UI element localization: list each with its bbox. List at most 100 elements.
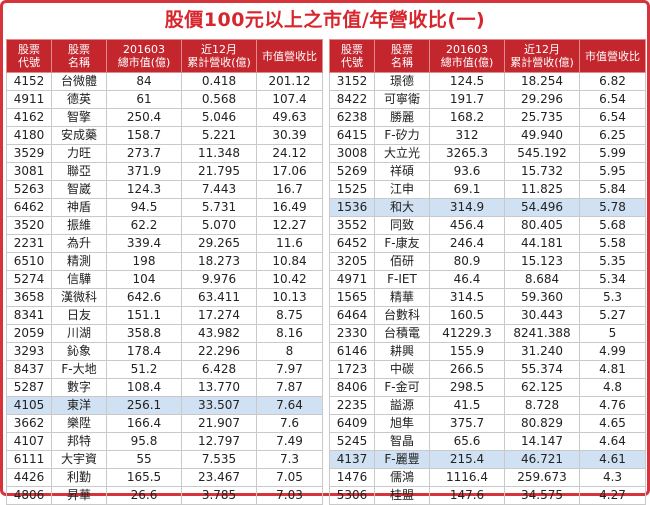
- table-row: 6452 F-康友 246.4 44.181 5.58: [329, 234, 646, 253]
- table-cell: 佰研: [374, 252, 430, 271]
- table-cell: 7.87: [256, 378, 323, 397]
- table-row: 3552 同致 456.4 80.405 5.68: [329, 216, 646, 235]
- table-cell: 642.6: [106, 288, 182, 307]
- table-cell: 6462: [6, 198, 52, 217]
- header-line: 股票: [18, 43, 40, 56]
- table-cell: 8.684: [504, 270, 580, 289]
- table-cell: 2330: [329, 324, 375, 343]
- table-cell: 5.99: [579, 144, 646, 163]
- table-cell: 4152: [6, 72, 52, 91]
- table-cell: 55: [106, 450, 182, 469]
- table-cell: 2235: [329, 396, 375, 415]
- table-cell: 德英: [51, 90, 107, 109]
- header-line: 201603: [123, 43, 165, 56]
- table-cell: 6.54: [579, 108, 646, 127]
- header-cell: 近12月 累計營收(億): [504, 39, 580, 73]
- table-row: 6415 F-矽力 312 49.940 6.25: [329, 126, 646, 145]
- table-row: 3662 樂陞 166.4 21.907 7.6: [6, 414, 323, 433]
- table-cell: 545.192: [504, 144, 580, 163]
- table-cell: 21.907: [181, 414, 257, 433]
- table-row: 6462 神盾 94.5 5.731 16.49: [6, 198, 323, 217]
- header-line: 名稱: [391, 56, 413, 69]
- table-cell: 鈊象: [51, 342, 107, 361]
- table-row: 8406 F-金可 298.5 62.125 4.8: [329, 378, 646, 397]
- header-line: 累計營收(億): [510, 56, 574, 69]
- table-cell: 5269: [329, 162, 375, 181]
- table-row: 6409 旭隼 375.7 80.829 4.65: [329, 414, 646, 433]
- table-cell: 中碳: [374, 360, 430, 379]
- table-cell: 166.4: [106, 414, 182, 433]
- table-cell: 371.9: [106, 162, 182, 181]
- table-cell: 3529: [6, 144, 52, 163]
- table-cell: 4911: [6, 90, 52, 109]
- table-cell: F-康友: [374, 234, 430, 253]
- header-line: 名稱: [68, 56, 90, 69]
- table-cell: 日友: [51, 306, 107, 325]
- table-cell: 46.4: [429, 270, 505, 289]
- table-cell: 6409: [329, 414, 375, 433]
- table-cell: 智崴: [51, 180, 107, 199]
- table-cell: 4.3: [579, 468, 646, 487]
- table-cell: 5.95: [579, 162, 646, 181]
- table-cell: 273.7: [106, 144, 182, 163]
- table-cell: 邦特: [51, 432, 107, 451]
- table-cell: 智擎: [51, 108, 107, 127]
- table-cell: 4.64: [579, 432, 646, 451]
- table-cell: 1525: [329, 180, 375, 199]
- table-cell: 84: [106, 72, 182, 91]
- table-cell: 80.9: [429, 252, 505, 271]
- table-cell: 61: [106, 90, 182, 109]
- table-cell: 6.82: [579, 72, 646, 91]
- table-cell: 104: [106, 270, 182, 289]
- table-row: 3529 力旺 273.7 11.348 24.12: [6, 144, 323, 163]
- table-cell: 4.99: [579, 342, 646, 361]
- header-cell: 市值營收比: [579, 39, 646, 73]
- table-cell: 358.8: [106, 324, 182, 343]
- table-cell: 台微體: [51, 72, 107, 91]
- table-row: 6146 耕興 155.9 31.240 4.99: [329, 342, 646, 361]
- table-cell: 安成藥: [51, 126, 107, 145]
- table-cell: 8437: [6, 360, 52, 379]
- table-row: 4180 安成藥 158.7 5.221 30.39: [6, 126, 323, 145]
- table-cell: 5.84: [579, 180, 646, 199]
- table-cell: 80.405: [504, 216, 580, 235]
- table-cell: 51.2: [106, 360, 182, 379]
- table-cell: 台積電: [374, 324, 430, 343]
- header-line: 總市值(億): [117, 56, 171, 69]
- table-cell: 5.35: [579, 252, 646, 271]
- table-cell: 95.8: [106, 432, 182, 451]
- table-cell: 59.360: [504, 288, 580, 307]
- table-body: 4152 台微體 84 0.418 201.12 4911 德英 61 0.568 107.4 41…: [6, 72, 323, 505]
- header-cell: 市值營收比: [256, 39, 323, 73]
- table-cell: 川湖: [51, 324, 107, 343]
- table-cell: 4426: [6, 468, 52, 487]
- table-row: 2330 台積電 41229.3 8241.388 5: [329, 324, 646, 343]
- table-cell: 和大: [374, 198, 430, 217]
- table-cell: 178.4: [106, 342, 182, 361]
- table-cell: 4971: [329, 270, 375, 289]
- table-cell: 18.273: [181, 252, 257, 271]
- table-row: 4971 F-IET 46.4 8.684 5.34: [329, 270, 646, 289]
- table-cell: 勝麗: [374, 108, 430, 127]
- header-line: 累計營收(億): [187, 56, 251, 69]
- table-cell: 108.4: [106, 378, 182, 397]
- table-cell: 大立光: [374, 144, 430, 163]
- table-cell: 7.535: [181, 450, 257, 469]
- table: 股票 代號 股票 名稱 201603 總市值(億) 近12月 累計營收(億) 市值營收比 4152…: [6, 39, 323, 505]
- table-cell: 266.5: [429, 360, 505, 379]
- table-cell: 信驊: [51, 270, 107, 289]
- table-row: 2059 川湖 358.8 43.982 8.16: [6, 324, 323, 343]
- table-cell: 17.06: [256, 162, 323, 181]
- table-cell: 62.2: [106, 216, 182, 235]
- table-cell: 同致: [374, 216, 430, 235]
- table-cell: 5.34: [579, 270, 646, 289]
- table-cell: 8.728: [504, 396, 580, 415]
- table-cell: 4.81: [579, 360, 646, 379]
- table-cell: 375.7: [429, 414, 505, 433]
- table-cell: 10.42: [256, 270, 323, 289]
- table-cell: 4107: [6, 432, 52, 451]
- table-cell: 8.16: [256, 324, 323, 343]
- table-cell: 6238: [329, 108, 375, 127]
- table-cell: 151.1: [106, 306, 182, 325]
